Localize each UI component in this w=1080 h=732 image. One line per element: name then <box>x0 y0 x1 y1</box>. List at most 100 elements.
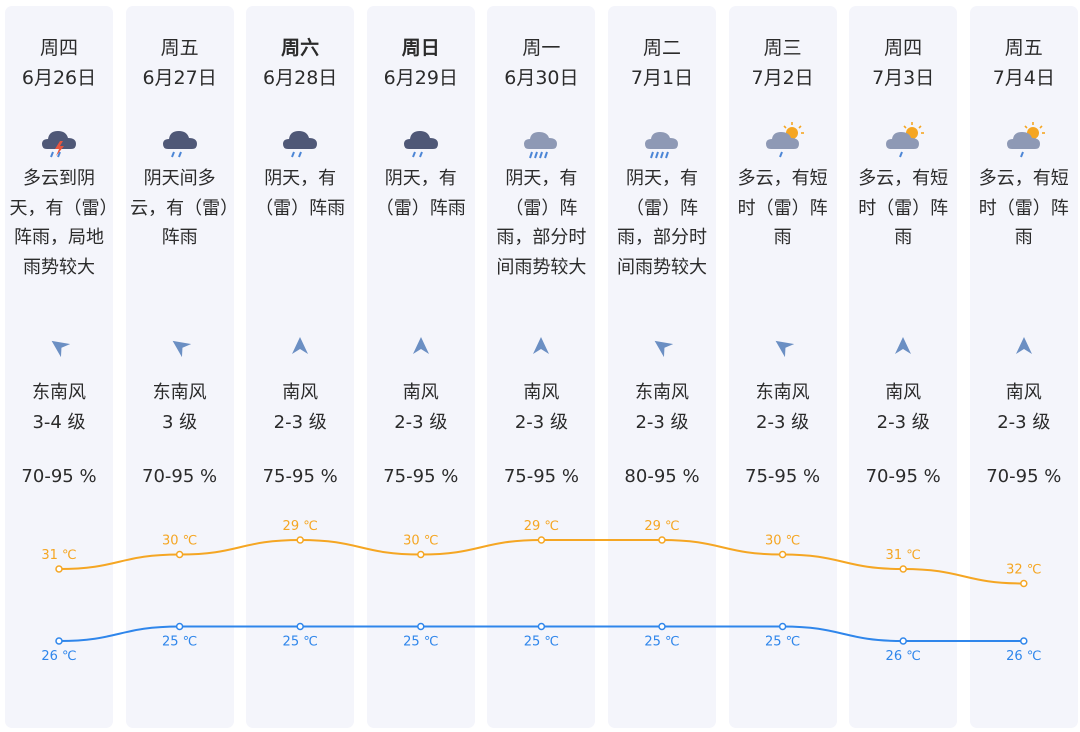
weather-description: 多云到阴天，有（雷）阵雨，局地雨势较大 <box>9 168 109 278</box>
humidity: 70-95 % <box>986 466 1062 487</box>
date-label: 6月26日 <box>21 67 97 89</box>
humidity: 75-95 % <box>745 466 821 487</box>
low-temperature-label: 25 ℃ <box>403 635 438 650</box>
high-temperature-label: 31 ℃ <box>886 548 921 563</box>
wind-direction: 东南风 <box>32 382 86 403</box>
heavy-rain-cloud-icon <box>520 119 564 163</box>
weather-description: 多云，有短时（雷）阵雨 <box>737 168 828 248</box>
date-label: 7月2日 <box>751 67 814 89</box>
high-temperature-label: 29 ℃ <box>644 519 679 534</box>
high-temperature-label: 29 ℃ <box>283 519 318 534</box>
date-label: 7月1日 <box>630 67 694 89</box>
south-wind-arrow-icon <box>410 335 432 357</box>
low-temperature-point <box>899 637 907 645</box>
southeast-wind-arrow-icon <box>772 335 794 358</box>
high-temperature-label: 31 ℃ <box>41 548 76 563</box>
weekday-label: 周四 <box>39 37 78 59</box>
southeast-wind-arrow-icon <box>48 335 71 358</box>
weekday-label: 周四 <box>884 37 923 59</box>
high-temperature-label: 30 ℃ <box>403 534 438 549</box>
low-temperature-label: 26 ℃ <box>41 649 76 664</box>
heavy-rain-cloud-icon <box>641 119 685 163</box>
weekday-label: 周二 <box>642 37 681 59</box>
weather-description: 阴天，有（雷）阵雨 <box>375 168 466 219</box>
humidity: 75-95 % <box>383 466 459 487</box>
wind-direction: 南风 <box>402 382 439 403</box>
humidity: 70-95 % <box>142 466 218 487</box>
high-temperature-label: 30 ℃ <box>765 534 800 549</box>
wind-level: 2-3 级 <box>273 412 327 433</box>
south-wind-arrow-icon <box>1013 335 1035 357</box>
wind-direction: 东南风 <box>152 382 207 403</box>
wind-level: 3-4 级 <box>32 412 86 433</box>
high-temperature-point <box>1020 579 1028 588</box>
high-temperature-label: 29 ℃ <box>524 519 559 534</box>
sun-cloud-rain-icon <box>762 119 806 163</box>
wind-direction: 南风 <box>1005 382 1042 403</box>
day-column: 周日 6月29日阴天，有（雷）阵雨南风 2-3 级 75-95 % <box>366 6 475 728</box>
low-temperature-label: 26 ℃ <box>1006 649 1041 664</box>
high-temperature-point <box>417 550 425 559</box>
rain-cloud-icon <box>279 119 323 163</box>
wind-direction: 东南风 <box>635 382 689 403</box>
day-column: 周三 7月2日多云，有短时（雷）阵雨东南风 2-3 级 75-95 % <box>728 6 837 728</box>
day-column: 周四 7月3日 多云，有短时（雷）阵雨 南风 2-3 级 70-95 % <box>849 6 958 728</box>
low-temperature-label: 25 ℃ <box>283 635 318 650</box>
weekday-label: 周三 <box>763 37 802 59</box>
sun-cloud-rain-icon <box>882 119 926 163</box>
humidity: 75-95 % <box>262 466 338 487</box>
weekday-label: 周六 <box>281 37 320 59</box>
high-temperature-point <box>175 550 184 559</box>
humidity: 70-95 % <box>865 466 941 487</box>
low-temperature-point <box>296 622 304 631</box>
date-label: 7月4日 <box>992 67 1055 89</box>
low-temperature-point <box>55 637 63 645</box>
weekday-label: 周日 <box>401 37 440 59</box>
high-temperature-point <box>55 565 63 573</box>
low-temperature-label: 25 ℃ <box>524 635 559 650</box>
weather-description: 阴天，有（雷）阵雨，部分时间雨势较大 <box>496 168 587 278</box>
high-temperature-line <box>58 538 1024 585</box>
weather-description: 多云，有短时（雷）阵雨 <box>978 168 1069 248</box>
weekday-label: 周一 <box>522 37 561 59</box>
humidity: 70-95 % <box>21 466 97 487</box>
south-wind-arrow-icon <box>289 335 311 357</box>
low-temperature-point <box>175 622 184 631</box>
high-temperature-label: 30 ℃ <box>162 534 197 549</box>
weather-description: 阴天，有（雷）阵雨，部分时间雨势较大 <box>617 168 707 278</box>
wind-direction: 东南风 <box>755 382 810 403</box>
wind-direction: 南风 <box>282 382 319 403</box>
low-temperature-point <box>1020 637 1028 645</box>
date-label: 6月29日 <box>383 67 458 89</box>
southeast-wind-arrow-icon <box>651 335 674 358</box>
wind-level: 3 级 <box>162 412 198 433</box>
rain-cloud-icon <box>400 119 444 163</box>
day-column: 周六 6月28日 阴天，有（雷）阵雨 南风 2-3 级 75-95 % <box>246 6 355 728</box>
day-column: 周一 6月30日 阴天，有（雷）阵雨，部分时间雨势较大 南风 2-3 级 75-95 % <box>487 6 596 728</box>
high-temperature-point <box>658 536 666 544</box>
wind-direction: 南风 <box>523 382 560 403</box>
high-temperature-point <box>778 550 787 559</box>
low-temperature-point <box>537 622 546 631</box>
date-label: 6月27日 <box>142 67 217 89</box>
wind-level: 2-3 级 <box>394 412 448 433</box>
rain-cloud-icon <box>159 119 203 163</box>
weekday-label: 周五 <box>1004 37 1043 59</box>
wind-level: 2-3 级 <box>756 412 810 433</box>
low-temperature-label: 25 ℃ <box>765 635 800 650</box>
southeast-wind-arrow-icon <box>169 335 191 358</box>
sun-cloud-rain-icon <box>1003 119 1047 163</box>
thunder-rain-icon <box>38 119 82 163</box>
day-column: 周四 6月26日多云到阴天，有（雷）阵雨，局地雨势较大东南风 3-4 级 70-95 … <box>5 6 113 728</box>
date-label: 7月3日 <box>872 67 935 89</box>
high-temperature-label: 32 ℃ <box>1006 563 1041 578</box>
date-label: 6月28日 <box>263 67 338 89</box>
date-label: 6月30日 <box>504 67 579 89</box>
wind-level: 2-3 级 <box>635 412 689 433</box>
high-temperature-point <box>296 536 304 544</box>
day-column: 周五 6月27日 阴天间多云，有（雷）阵雨 东南风 3 级 70-95 % <box>125 6 234 728</box>
wind-level: 2-3 级 <box>514 412 568 433</box>
low-temperature-label: 25 ℃ <box>162 635 197 650</box>
high-temperature-point <box>537 536 546 544</box>
